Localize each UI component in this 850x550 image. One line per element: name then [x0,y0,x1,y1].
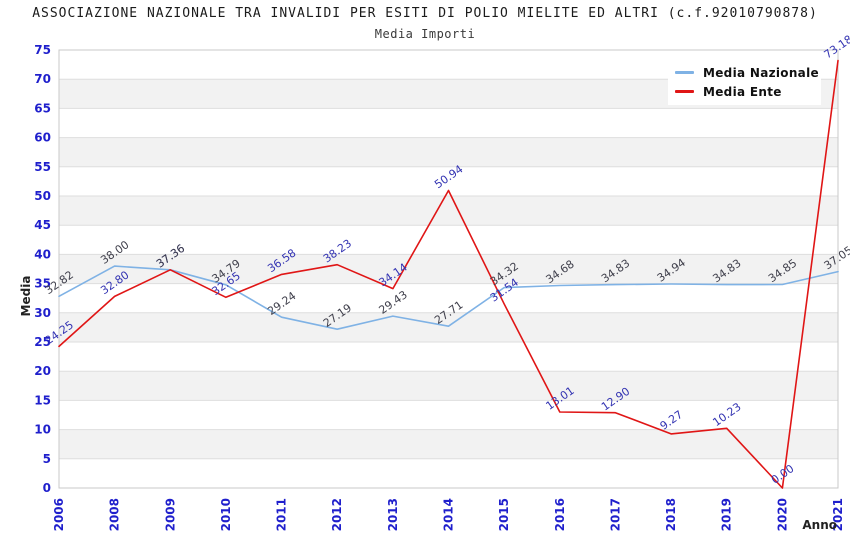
plot-band [59,283,838,313]
y-tick-label: 20 [34,364,51,378]
x-tick-label: 2017 [608,498,622,531]
plot-band [59,137,838,167]
y-tick-label: 30 [34,306,51,320]
x-tick-label: 2011 [275,498,289,531]
media-ente-line[interactable] [58,59,839,489]
legend-item-media-nazionale[interactable]: Media Nazionale [675,63,821,82]
x-tick-label: 2013 [386,498,400,531]
y-tick-label: 15 [34,393,51,407]
y-tick-label: 70 [34,72,51,86]
y-tick-label: 45 [34,218,51,232]
plot-band [59,371,838,401]
x-tick-label: 2012 [330,498,344,531]
chart-title: ASSOCIAZIONE NAZIONALE TRA INVALIDI PER … [32,6,818,21]
y-tick-label: 40 [34,247,51,261]
legend: Media Nazionale Media Ente [668,59,821,105]
y-tick-label: 0 [43,481,51,495]
legend-item-media-ente[interactable]: Media Ente [675,82,821,101]
plot-border [58,49,839,489]
plot-band [59,196,838,226]
x-tick-label: 2009 [163,498,177,531]
media-nazionale-line[interactable] [58,265,839,331]
y-tick-label: 55 [34,160,51,174]
y-tick-label: 10 [34,423,51,437]
x-tick-label: 2019 [720,498,734,531]
plot-band [59,312,838,342]
y-axis-title: Media [19,276,33,317]
x-tick-label: 2014 [442,498,456,531]
plot-band [59,225,838,255]
y-tick-label: 25 [34,335,51,349]
plot-band [59,400,838,430]
media-ente-legend-label: Media Ente [703,84,782,99]
y-tick-label: 5 [43,452,51,466]
x-tick-label: 2021 [831,498,845,531]
media-nazionale-line-swatch [675,71,694,74]
x-tick-label: 2016 [553,498,567,531]
x-tick-label: 2018 [664,498,678,531]
y-tick-label: 50 [34,189,51,203]
media-ente-line-swatch [675,90,694,93]
plot-band [59,342,838,372]
plot-band [59,458,838,488]
x-tick-label: 2010 [219,498,233,531]
media-nazionale-legend-label: Media Nazionale [703,65,819,80]
x-tick-label: 2006 [52,498,66,531]
y-tick-label: 65 [34,101,51,115]
x-axis-title: Anno [802,518,837,532]
y-tick-label: 60 [34,131,51,145]
y-tick-label: 35 [34,277,51,291]
x-tick-label: 2015 [497,498,511,531]
plot-band [59,429,838,459]
x-tick-label: 2020 [775,498,789,531]
y-tick-label: 75 [34,43,51,57]
plot-band [59,108,838,138]
x-tick-label: 2008 [108,498,122,531]
chart-subtitle: Media Importi [374,27,476,41]
